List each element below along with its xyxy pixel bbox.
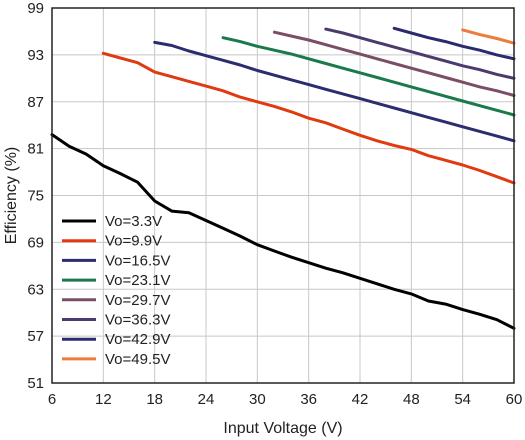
x-tick-label: 54 bbox=[454, 391, 471, 408]
x-tick-label: 30 bbox=[249, 391, 266, 408]
y-tick-label: 93 bbox=[27, 47, 44, 64]
series-line-vo-9-9v bbox=[101, 51, 516, 185]
y-tick-label: 51 bbox=[27, 375, 44, 392]
legend-label: Vo=16.5V bbox=[105, 252, 170, 269]
x-tick-label: 6 bbox=[48, 391, 56, 408]
y-tick-label: 99 bbox=[27, 0, 44, 17]
y-tick-label: 87 bbox=[27, 94, 44, 111]
y-tick-label: 75 bbox=[27, 188, 44, 205]
y-tick-label: 81 bbox=[27, 141, 44, 158]
legend: Vo=3.3V Vo=9.9V Vo=16.5V Vo=23.1V Vo=29.7V Vo… bbox=[62, 213, 170, 368]
series-line-vo-23-1v bbox=[221, 36, 516, 117]
y-tick-labels: 51 57 63 69 75 81 87 93 99 bbox=[27, 0, 44, 392]
x-tick-label: 12 bbox=[95, 391, 112, 408]
legend-label: Vo=29.7V bbox=[105, 292, 170, 309]
series-lines bbox=[50, 26, 516, 330]
y-axis-label: Efficiency (%) bbox=[3, 147, 20, 245]
x-tick-labels: 6 12 18 24 30 36 42 48 54 60 bbox=[48, 391, 523, 408]
legend-label: Vo=42.9V bbox=[105, 331, 170, 348]
series-line-vo-3-3v bbox=[50, 133, 516, 330]
x-tick-label: 36 bbox=[300, 391, 317, 408]
x-tick-label: 18 bbox=[146, 391, 163, 408]
y-tick-label: 63 bbox=[27, 281, 44, 298]
legend-label: Vo=36.3V bbox=[105, 312, 170, 329]
x-tick-label: 60 bbox=[506, 391, 523, 408]
legend-label: Vo=23.1V bbox=[105, 272, 170, 289]
legend-label: Vo=3.3V bbox=[105, 213, 162, 230]
legend-label: Vo=9.9V bbox=[105, 233, 162, 250]
plot-frame bbox=[51, 7, 515, 384]
series-line-vo-16-5v bbox=[153, 40, 516, 143]
series-line-vo-49-5v bbox=[461, 28, 516, 45]
series-line-vo-42-9v bbox=[392, 26, 516, 61]
y-tick-label: 57 bbox=[27, 328, 44, 345]
x-tick-label: 48 bbox=[403, 391, 420, 408]
y-tick-label: 69 bbox=[27, 234, 44, 251]
x-axis-label: Input Voltage (V) bbox=[223, 420, 342, 437]
series-line-vo-29-7v bbox=[272, 30, 516, 97]
x-tick-label: 42 bbox=[352, 391, 369, 408]
series-line-vo-36-3v bbox=[324, 27, 516, 80]
legend-label: Vo=49.5V bbox=[105, 351, 170, 368]
x-tick-label: 24 bbox=[198, 391, 215, 408]
